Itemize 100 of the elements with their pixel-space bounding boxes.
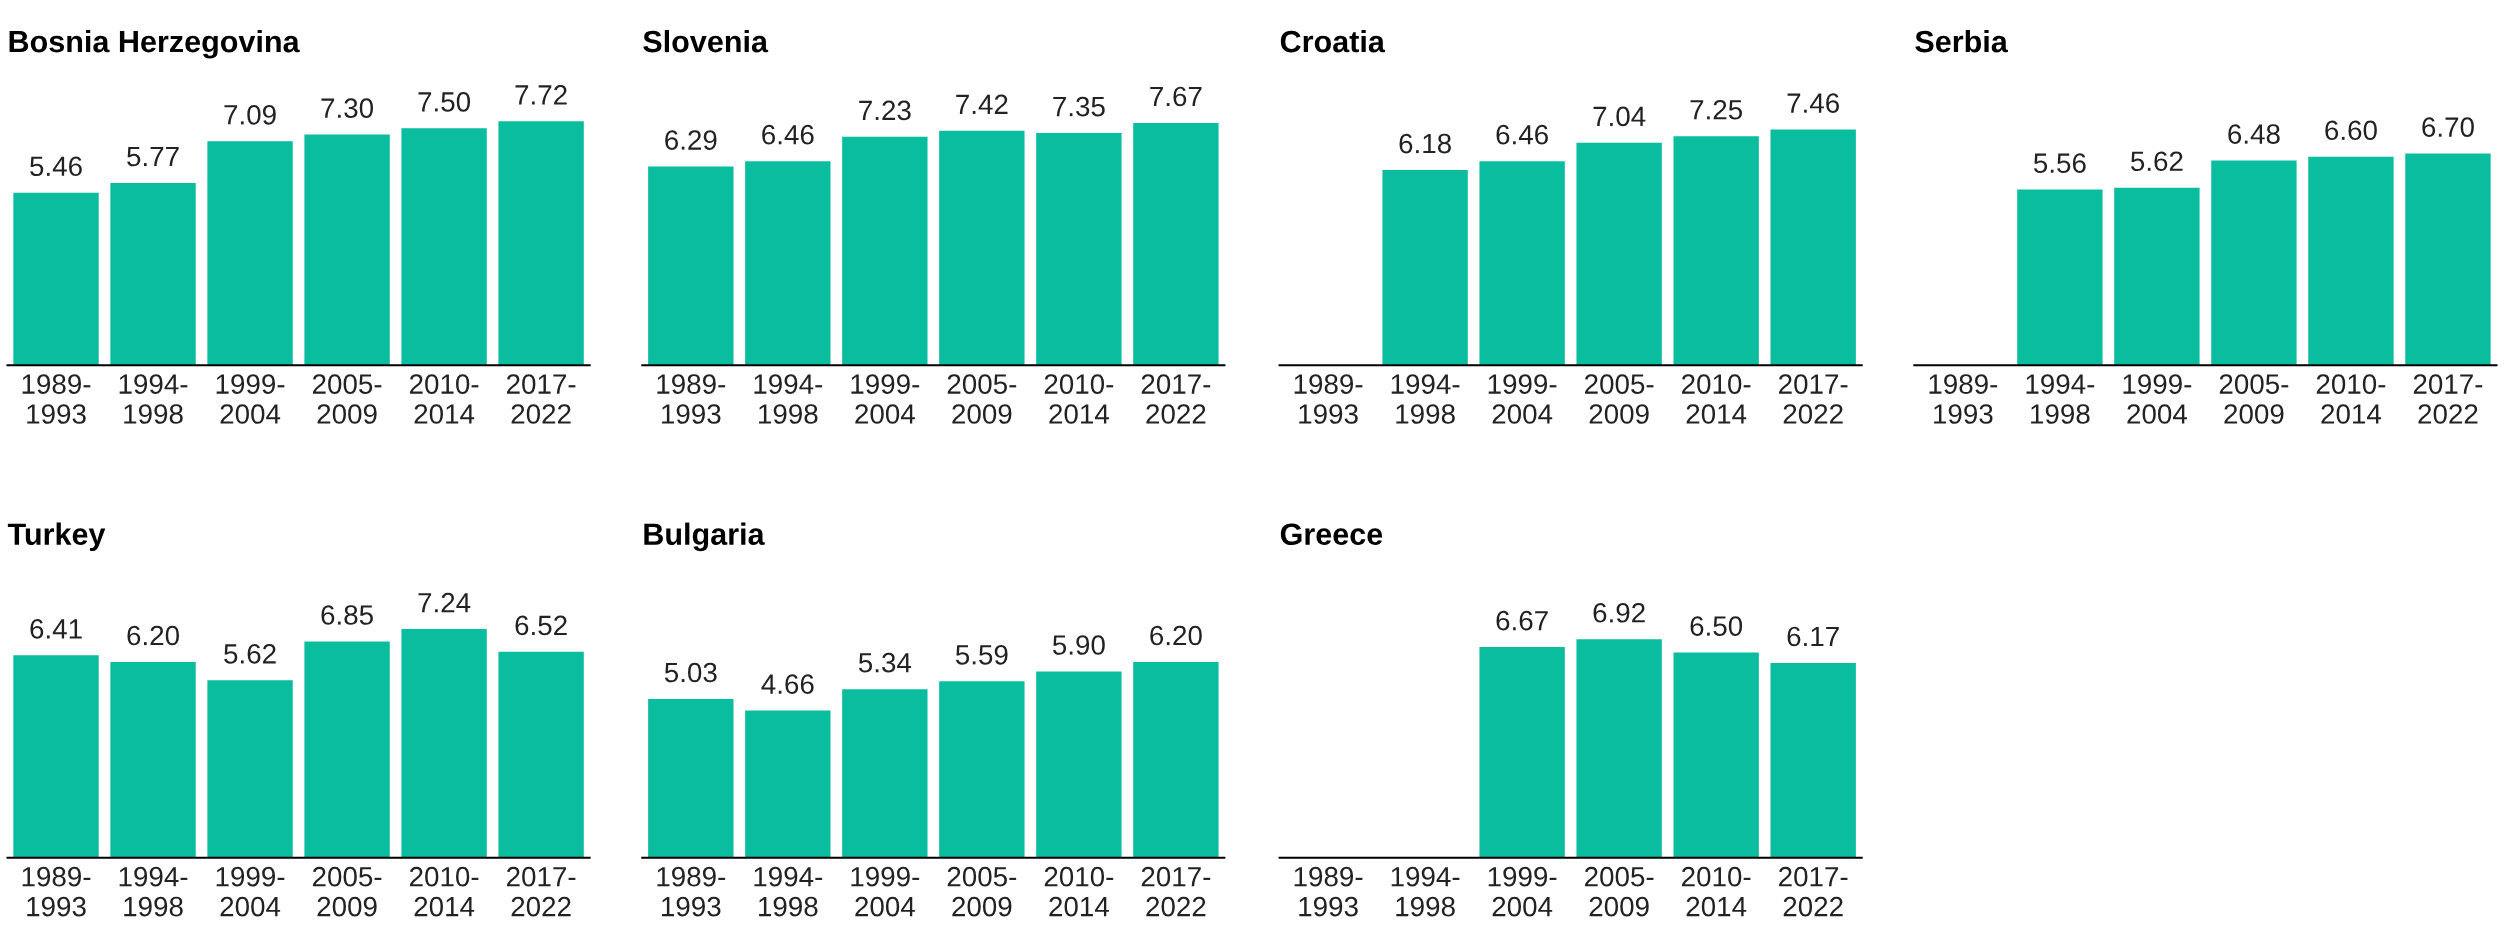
data-label: 6.48 [2228,124,2280,144]
bar [498,651,584,858]
data-label: 5.77 [127,146,179,167]
bar [2308,156,2394,366]
bar [304,134,390,366]
bar [110,661,196,858]
bar [2211,160,2297,366]
x-tick-label: 2017- 2022 [1779,866,1848,917]
bar [648,166,734,366]
bar [939,681,1025,858]
bar [13,655,99,858]
data-label: 5.03 [664,662,717,683]
data-label: 7.23 [859,100,911,121]
chart-title: Slovenia [643,29,769,53]
chart-title: Bosnia Herzegovina [9,29,300,59]
bar [207,141,293,366]
x-tick-label: 1989- 1993 [657,374,726,424]
bar [498,121,584,366]
data-label: 7.09 [224,104,276,125]
chart-title: Turkey [7,522,106,552]
data-label: 7.25 [1690,99,1743,120]
data-label: 6.70 [2422,117,2474,137]
chart-title: Greece [1280,523,1383,546]
x-tick-label: 1989- 1993 [1294,866,1363,917]
bar [939,130,1025,366]
bar [842,136,928,366]
data-label: 6.18 [1399,133,1451,154]
x-tick-label: 2005- 2009 [947,866,1017,917]
data-label: 6.85 [321,605,373,625]
chart-title: Croatia [1280,29,1386,53]
data-label: 6.20 [1150,625,1202,646]
x-tick-label: 2010- 2014 [1044,866,1114,917]
x-tick-label: 1994- 1998 [119,866,188,917]
bar [401,128,487,366]
bar [1382,169,1468,366]
x-tick-label: 1999- 2004 [2123,374,2192,424]
data-label: 7.30 [321,98,374,118]
data-label: 5.46 [30,156,82,177]
bar [1036,133,1122,366]
data-label: 7.04 [1593,106,1646,127]
bar [648,698,734,858]
data-label: 5.56 [2033,153,2086,173]
data-label: 7.46 [1787,93,1839,113]
data-label: 6.41 [30,619,82,639]
data-label: 5.59 [955,644,1008,665]
bar [2405,153,2491,366]
x-tick-label: 1994- 1998 [1391,866,1460,917]
x-tick-label: 1994- 1998 [1391,374,1460,424]
data-label: 7.35 [1053,96,1105,117]
x-tick-label: 2010- 2014 [409,866,479,917]
data-label: 4.66 [761,674,814,695]
x-tick-label: 2010- 2014 [409,374,479,424]
bar [1576,142,1662,366]
x-tick-label: 1999- 2004 [216,374,285,424]
bar [401,629,487,858]
x-tick-label: 2010- 2014 [1682,374,1751,424]
data-label: 6.92 [1593,602,1645,623]
data-label: 6.29 [665,130,717,150]
bar [304,641,390,858]
x-tick-label: 1999- 2004 [851,374,920,424]
bar [842,689,928,858]
x-tick-label: 1994- 1998 [119,374,188,424]
x-tick-label: 2005- 2009 [312,374,382,424]
x-tick-label: 2017- 2022 [506,866,576,917]
bar [207,680,293,858]
data-label: 6.20 [127,625,179,646]
x-tick-label: 1994- 1998 [2026,374,2095,424]
bar [1133,122,1219,366]
data-label: 6.46 [762,124,814,145]
x-tick-label: 1989- 1993 [1294,374,1363,424]
x-tick-label: 2005- 2009 [1585,866,1654,917]
x-tick-label: 2005- 2009 [1585,374,1654,424]
bar [2017,189,2103,366]
bar [13,192,99,366]
data-label: 5.90 [1052,635,1105,655]
x-tick-label: 1999- 2004 [1488,374,1557,424]
bar [1673,136,1759,366]
data-label: 6.46 [1496,124,1548,145]
x-tick-label: 1999- 2004 [216,866,285,917]
x-tick-label: 2017- 2022 [506,374,576,424]
bar [745,710,831,858]
bar [1133,661,1219,858]
data-label: 6.67 [1496,610,1548,631]
x-tick-label: 1994- 1998 [754,374,823,424]
data-label: 7.24 [418,592,471,613]
data-label: 5.62 [2130,151,2183,172]
data-label: 6.60 [2325,120,2377,141]
bar [1770,129,1856,366]
x-tick-label: 1999- 2004 [851,866,920,917]
x-tick-label: 2005- 2009 [947,374,1017,424]
chart-title: Serbia [1915,29,2008,53]
bar [1479,161,1565,366]
data-label: 7.50 [418,92,471,112]
x-tick-label: 1989- 1993 [657,866,726,917]
x-tick-label: 2010- 2014 [1044,374,1114,424]
data-label: 6.50 [1690,616,1743,636]
data-label: 7.72 [515,85,567,105]
data-label: 7.67 [1150,86,1202,107]
chart-title: Bulgaria [644,522,765,552]
bar [1036,671,1122,858]
